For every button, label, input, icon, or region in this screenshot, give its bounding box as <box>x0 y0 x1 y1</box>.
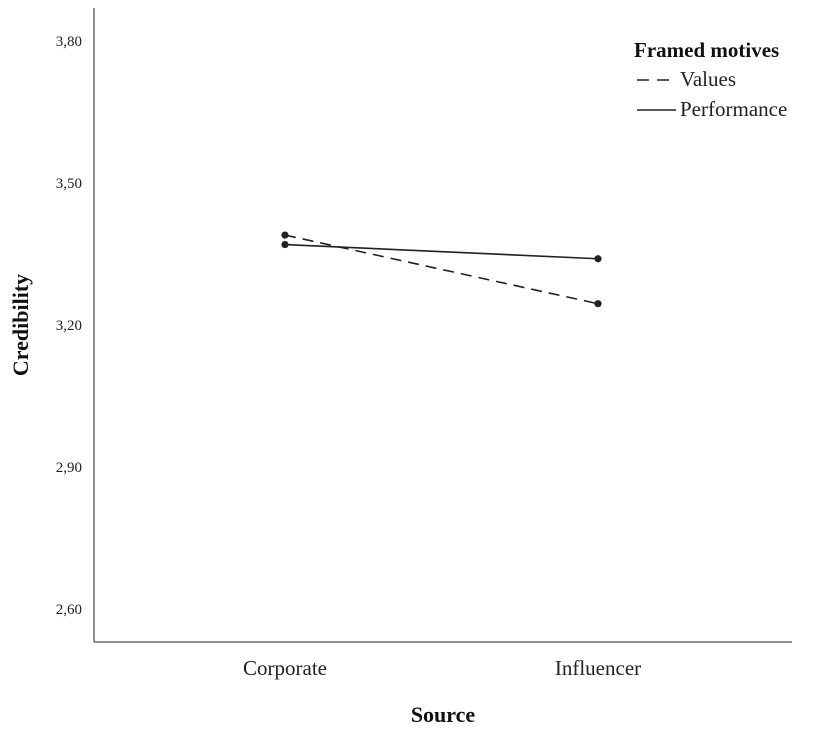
data-point-performance <box>281 240 289 249</box>
data-point-values <box>594 300 602 308</box>
y-tick-labels: 3,80 3,50 3,20 2,90 2,60 <box>56 34 82 618</box>
data-point-values <box>281 231 289 239</box>
legend-label-performance: Performance <box>680 97 787 121</box>
y-tick-label: 2,90 <box>56 460 82 476</box>
x-category-label: Influencer <box>555 656 641 680</box>
axes <box>93 8 792 643</box>
y-tick-label: 3,20 <box>56 318 82 334</box>
y-tick-label: 3,80 <box>56 34 82 50</box>
legend-items: Values Performance <box>637 67 787 121</box>
series-group <box>281 231 602 308</box>
y-tick-label: 3,50 <box>56 176 82 192</box>
legend-label-values: Values <box>680 67 736 91</box>
x-category-labels: Corporate Influencer <box>243 656 641 680</box>
series-line-values <box>284 234 599 305</box>
x-axis-title: Source <box>411 702 476 727</box>
x-category-label: Corporate <box>243 656 327 680</box>
y-axis-title: Credibility <box>8 274 33 376</box>
legend: Framed motives Values Performance <box>634 38 787 121</box>
data-point-performance <box>594 255 602 263</box>
legend-title: Framed motives <box>634 38 779 62</box>
series-line-performance <box>284 243 599 260</box>
y-tick-label: 2,60 <box>56 602 82 618</box>
